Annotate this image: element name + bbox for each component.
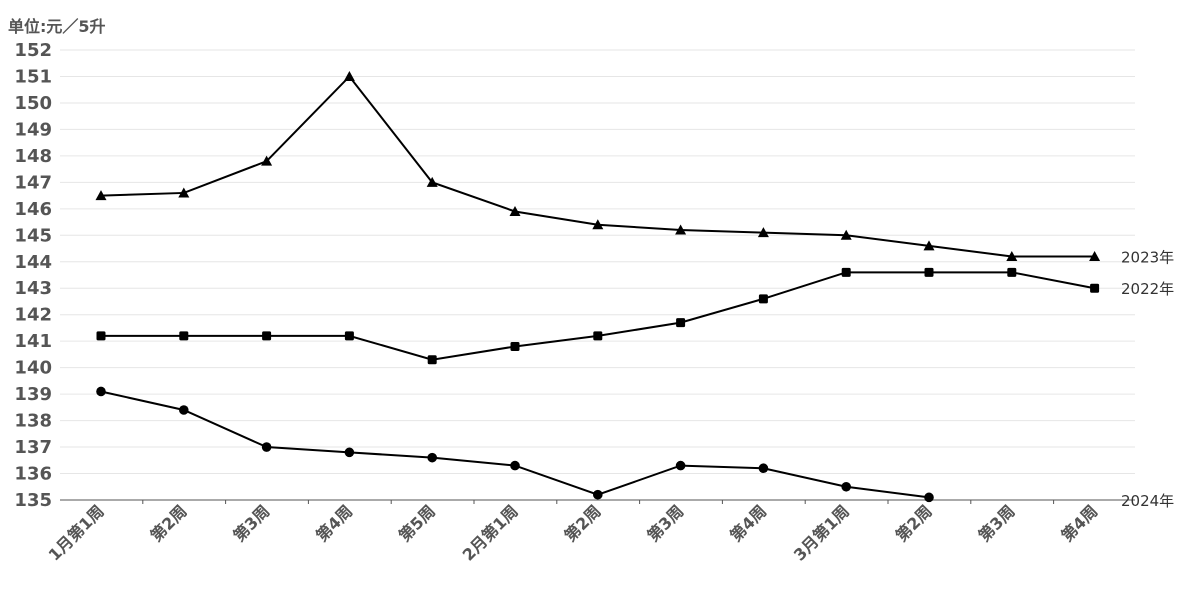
data-point-circle	[924, 492, 934, 503]
data-point-circle	[261, 442, 272, 452]
data-point-square	[593, 331, 603, 341]
y-tick-label: 148	[14, 146, 52, 167]
data-point-triangle	[426, 176, 438, 187]
data-point-circle	[675, 460, 686, 471]
series-line	[100, 390, 930, 499]
data-point-square	[841, 267, 851, 277]
x-tick-label: 第3周	[643, 501, 687, 545]
data-point-square	[179, 331, 189, 341]
data-point-square	[262, 331, 272, 341]
data-point-triangle	[757, 227, 769, 238]
data-point-triangle	[840, 229, 852, 240]
data-point-circle	[427, 452, 438, 463]
gridlines	[60, 49, 1135, 475]
y-tick-label: 136	[14, 464, 52, 485]
y-tick-label: 142	[14, 305, 52, 326]
y-tick-label: 141	[14, 331, 52, 352]
x-tick-label: 2月第1周	[459, 501, 522, 564]
y-tick-label: 143	[14, 278, 52, 299]
data-point-triangle	[1089, 250, 1101, 261]
y-tick-label: 149	[14, 119, 52, 140]
series-label: 2024年	[1121, 492, 1174, 510]
data-point-triangle	[923, 240, 935, 251]
data-point-circle	[841, 481, 851, 492]
data-point-circle	[344, 447, 355, 458]
data-point-triangle	[95, 190, 107, 201]
data-point-triangle	[592, 219, 604, 230]
data-point-circle	[593, 489, 603, 500]
data-point-circle	[179, 405, 189, 415]
unit-label: 单位:元／5升	[8, 17, 106, 36]
series-circle	[96, 386, 934, 503]
data-point-triangle	[261, 155, 273, 166]
data-point-triangle	[343, 70, 355, 81]
y-tick-label: 152	[14, 40, 52, 61]
x-tick-label: 第4周	[312, 501, 356, 545]
y-tick-label: 144	[14, 252, 52, 273]
y-tick-label: 145	[14, 225, 52, 246]
data-point-square	[758, 294, 768, 304]
y-tick-label: 147	[14, 172, 52, 193]
x-tick-label: 第2周	[147, 501, 191, 545]
data-point-square	[427, 355, 437, 365]
x-tick-label: 第3周	[975, 501, 1019, 545]
series-square	[96, 267, 1100, 365]
series-label: 2022年	[1121, 280, 1174, 298]
y-tick-label: 140	[14, 358, 52, 379]
x-tick-label: 第2周	[561, 501, 605, 545]
data-point-triangle	[1006, 250, 1018, 261]
y-tick-label: 135	[14, 490, 52, 511]
data-point-circle	[758, 463, 769, 474]
x-tick-label: 第4周	[1057, 501, 1101, 545]
series-layer	[95, 70, 1101, 503]
data-point-square	[676, 318, 686, 328]
series-line	[101, 271, 1095, 361]
y-tick-label: 151	[14, 66, 52, 87]
data-point-triangle	[178, 187, 190, 198]
y-tick-label: 137	[14, 437, 52, 458]
y-tick-label: 138	[14, 411, 52, 432]
x-tick-label: 3月第1周	[790, 501, 853, 564]
series-triangle	[95, 70, 1101, 261]
data-point-square	[510, 341, 520, 351]
y-tick-label: 146	[14, 199, 52, 220]
series-label: 2023年	[1121, 248, 1174, 266]
x-tick-label: 第4周	[726, 501, 770, 545]
data-point-square	[96, 331, 106, 341]
y-tick-label: 139	[14, 384, 52, 405]
y-tick-label: 150	[14, 93, 52, 114]
x-tick-label: 1月第1周	[45, 501, 108, 564]
data-point-square	[344, 331, 354, 341]
series-labels: 2023年 2022年 2024年	[1121, 248, 1174, 510]
data-point-square	[1007, 267, 1017, 277]
data-point-triangle	[509, 205, 521, 216]
data-point-circle	[96, 386, 106, 397]
data-point-circle	[510, 460, 520, 471]
series-line	[100, 74, 1095, 258]
x-tick-label: 第2周	[892, 501, 936, 545]
x-tick-label: 第3周	[229, 501, 273, 545]
x-tick-label: 第5周	[395, 501, 439, 545]
data-point-triangle	[675, 224, 687, 235]
data-point-square	[1090, 283, 1100, 293]
data-point-square	[924, 267, 934, 277]
